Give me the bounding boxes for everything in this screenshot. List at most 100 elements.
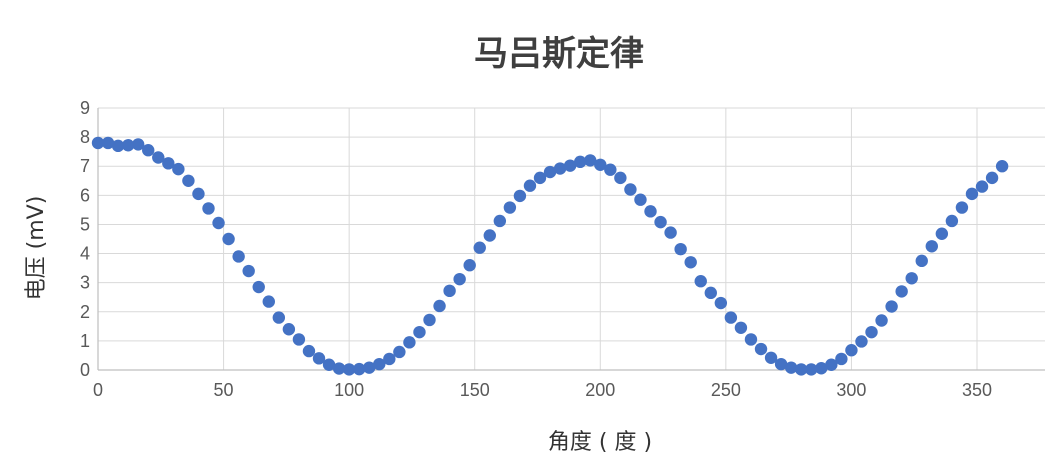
x-tick-label: 350 xyxy=(962,380,992,400)
data-point xyxy=(584,154,597,167)
data-point xyxy=(373,357,386,371)
data-point xyxy=(563,159,577,172)
data-point xyxy=(182,174,195,187)
data-point xyxy=(744,333,758,346)
tick-label-layer: 0 1 2 3 4 5 6 7 8 9 0 50 100 150 200 250 300 350 xyxy=(80,98,992,400)
data-point xyxy=(483,229,496,242)
data-point xyxy=(413,325,426,339)
data-point xyxy=(764,351,778,364)
data-point xyxy=(774,357,788,371)
data-point xyxy=(222,232,235,246)
data-point xyxy=(403,336,416,349)
data-point xyxy=(443,284,456,298)
data-point xyxy=(594,158,607,171)
data-point xyxy=(905,272,918,285)
data-point xyxy=(162,157,175,170)
data-point xyxy=(111,139,125,153)
data-point xyxy=(865,325,878,339)
data-point xyxy=(131,138,145,151)
data-point xyxy=(302,344,316,358)
data-point xyxy=(784,361,798,374)
data-point xyxy=(754,342,768,356)
data-point xyxy=(342,363,356,376)
data-point xyxy=(925,240,938,253)
data-point xyxy=(453,272,466,286)
data-point xyxy=(101,136,115,150)
data-point xyxy=(915,254,928,268)
data-point xyxy=(694,275,707,288)
data-point xyxy=(252,280,265,294)
y-tick-label: 6 xyxy=(80,185,90,205)
axis-layer xyxy=(97,108,1045,371)
x-axis-title: 角度 ( 度 ) xyxy=(547,430,653,455)
data-point xyxy=(855,335,868,348)
x-tick-label: 300 xyxy=(836,380,866,400)
data-point xyxy=(91,136,105,150)
data-point xyxy=(172,162,185,176)
data-point xyxy=(513,189,527,203)
data-point xyxy=(805,363,818,376)
y-tick-label: 3 xyxy=(80,273,90,293)
data-point xyxy=(463,259,476,272)
data-point xyxy=(975,180,989,193)
data-point xyxy=(242,264,255,278)
data-point xyxy=(995,160,1009,173)
data-point xyxy=(503,201,517,214)
data-point xyxy=(795,363,808,376)
data-point xyxy=(473,241,486,254)
data-point xyxy=(955,201,969,214)
grid-layer xyxy=(98,107,1045,370)
data-point xyxy=(121,139,135,152)
data-point xyxy=(875,314,888,327)
data-point xyxy=(282,323,296,336)
data-point xyxy=(212,216,225,230)
data-point xyxy=(654,215,667,229)
data-point xyxy=(553,162,567,175)
data-point xyxy=(704,286,717,300)
y-tick-label: 2 xyxy=(80,302,90,322)
data-point xyxy=(152,151,165,164)
x-tick-label: 100 xyxy=(334,380,364,400)
data-point xyxy=(734,321,748,334)
data-point xyxy=(935,227,949,240)
data-point xyxy=(262,295,275,308)
data-point xyxy=(232,250,245,263)
data-point xyxy=(945,214,959,228)
data-point xyxy=(543,165,557,179)
data-point xyxy=(835,352,848,366)
data-point xyxy=(533,171,547,185)
x-tick-label: 0 xyxy=(93,380,103,400)
y-tick-label: 7 xyxy=(80,156,90,176)
chart-title: 马吕斯定律 xyxy=(474,34,644,74)
data-point xyxy=(352,362,366,376)
data-point xyxy=(624,183,637,196)
x-tick-label: 50 xyxy=(214,380,234,400)
data-point xyxy=(433,299,446,313)
data-point xyxy=(825,358,838,371)
data-point xyxy=(272,311,286,324)
data-point xyxy=(714,296,728,310)
data-point xyxy=(684,256,697,269)
data-point xyxy=(523,179,537,192)
data-point xyxy=(885,300,898,313)
x-tick-label: 150 xyxy=(460,380,490,400)
data-point xyxy=(815,362,828,375)
data-point xyxy=(674,242,687,256)
data-point xyxy=(845,344,858,357)
data-point xyxy=(634,193,647,206)
data-point xyxy=(383,352,396,366)
data-point-layer xyxy=(91,136,1009,376)
data-point xyxy=(292,333,306,346)
data-point xyxy=(493,214,507,228)
y-tick-label: 0 xyxy=(80,360,90,380)
data-point xyxy=(423,313,436,327)
data-point xyxy=(322,358,336,371)
data-point xyxy=(393,345,406,359)
data-point xyxy=(192,187,205,201)
data-point xyxy=(142,144,155,157)
y-tick-label: 1 xyxy=(80,331,90,351)
data-point xyxy=(604,163,617,176)
y-tick-label: 9 xyxy=(80,98,90,118)
